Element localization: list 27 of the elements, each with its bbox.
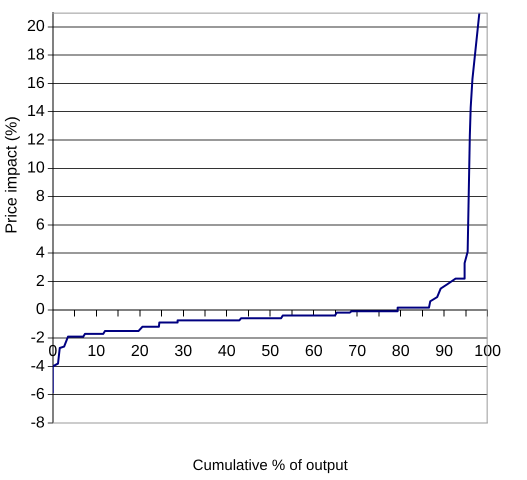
y-tick-label: 14	[27, 103, 45, 120]
y-tick-label: 8	[36, 188, 45, 205]
x-tick-label: 100	[474, 342, 502, 360]
y-axis-title: Price impact (%)	[3, 116, 20, 234]
x-tick-label: 40	[218, 342, 236, 360]
y-tick-label: 10	[27, 160, 45, 177]
y-tick-label: 18	[27, 46, 45, 64]
y-tick-label: 2	[36, 272, 45, 290]
y-tick-label: 12	[27, 131, 45, 148]
y-tick-label: 6	[36, 216, 45, 234]
x-tick-label: 70	[348, 342, 366, 360]
y-tick-label: -8	[30, 414, 45, 432]
x-tick-label: 60	[304, 342, 323, 360]
y-tick-label: 4	[36, 244, 45, 262]
x-axis-title: Cumulative % of output	[192, 457, 349, 474]
y-tick-label: 0	[36, 301, 45, 318]
x-tick-label: 20	[130, 342, 149, 360]
x-tick-label: 80	[392, 342, 410, 360]
x-tick-label: 50	[261, 342, 280, 360]
y-tick-label: 16	[27, 74, 45, 92]
y-tick-label: 20	[27, 18, 45, 36]
x-tick-label: 10	[87, 342, 106, 360]
y-tick-label: -6	[30, 386, 45, 404]
y-tick-label: -2	[30, 329, 45, 346]
x-tick-label: 90	[435, 342, 454, 360]
y-tick-label: -4	[30, 358, 45, 375]
x-tick-label: 30	[174, 342, 192, 360]
